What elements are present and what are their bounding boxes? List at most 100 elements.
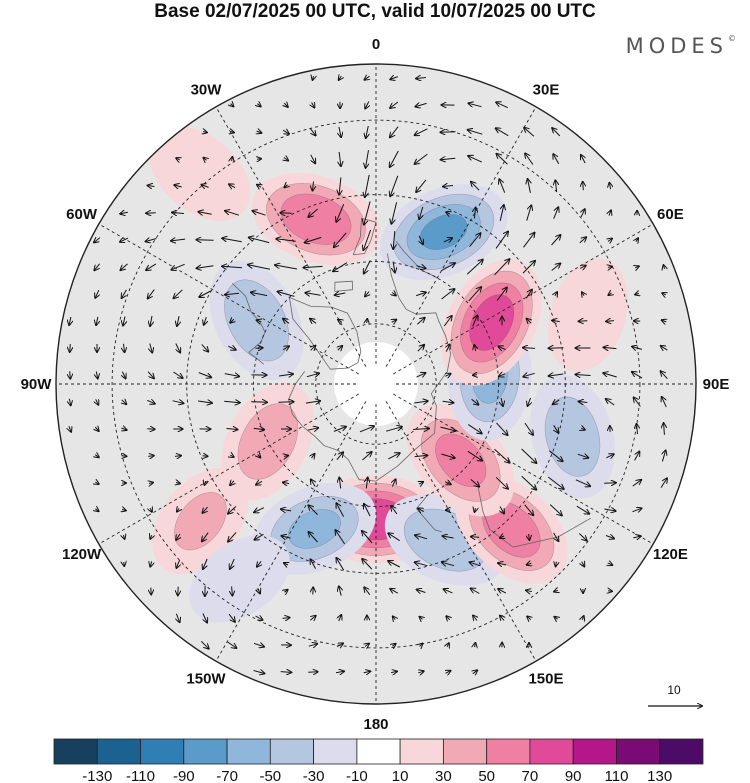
wind-vector (284, 456, 288, 457)
wind-vector (474, 345, 475, 352)
wind-vector (576, 375, 591, 376)
wind-vector (121, 263, 128, 270)
wind-vector (232, 586, 233, 596)
wind-vector (364, 260, 371, 274)
longitude-label: 60W (66, 206, 98, 223)
wind-vector (339, 478, 340, 489)
wind-vector (364, 504, 371, 517)
wind-vector (95, 427, 98, 431)
wind-vector (390, 589, 399, 593)
latitude-circle (315, 323, 437, 445)
meridian (98, 393, 359, 545)
wind-vector (496, 102, 509, 109)
colorbar-tick-label: -130 (82, 768, 112, 783)
wind-vector (311, 346, 316, 351)
wind-vector (362, 452, 371, 461)
wind-vector (303, 266, 323, 267)
wind-vector (496, 288, 507, 301)
wind-vector (547, 476, 563, 489)
wind-vector (336, 503, 345, 517)
wind-vector (608, 239, 612, 242)
wind-vector (388, 533, 400, 542)
wind-vector (200, 640, 208, 648)
wind-vector (632, 508, 642, 511)
wind-vector (282, 536, 291, 538)
wind-vector (120, 212, 128, 214)
wind-vector (473, 670, 477, 673)
wind-vector (634, 452, 640, 461)
wind-vector (549, 504, 562, 516)
map-boundary (55, 63, 697, 705)
meridian (385, 401, 537, 662)
wind-vector (69, 426, 71, 432)
wind-vector (198, 372, 211, 378)
wind-vector (176, 613, 179, 622)
wind-vector (475, 643, 476, 647)
wind-vector (338, 346, 342, 350)
wind-vector (388, 453, 399, 460)
wind-vector (662, 397, 667, 408)
wind-vector (552, 320, 560, 321)
wind-vector (553, 532, 559, 541)
colorbar-swatch (356, 738, 401, 765)
wind-vector (501, 397, 503, 406)
wind-vector (552, 128, 561, 137)
wind-vector (605, 536, 614, 539)
wind-vector (222, 266, 243, 267)
wind-vector (278, 402, 294, 403)
wind-vector (335, 530, 346, 545)
wind-vector (470, 562, 481, 566)
wind-vector (313, 181, 314, 191)
wind-vector (365, 101, 369, 109)
wind-vector (440, 426, 456, 431)
wind-vector (282, 346, 289, 350)
wind-vector (522, 261, 535, 274)
wind-vector (230, 481, 234, 485)
wind-vector (150, 343, 152, 353)
wind-vector (204, 481, 205, 485)
longitude-label: 30W (191, 82, 223, 99)
wind-vector (390, 126, 399, 138)
wind-vector (312, 103, 315, 108)
wind-vector (336, 452, 343, 461)
wind-vector (122, 400, 127, 404)
wind-vector (224, 374, 239, 377)
wind-vector (418, 671, 423, 673)
wind-vector (444, 482, 451, 485)
wind-vector (554, 425, 559, 432)
wind-vector (582, 562, 585, 567)
wind-vector (635, 266, 639, 268)
colorbar-tick-label: 10 (392, 768, 409, 783)
wind-vector (419, 235, 423, 244)
wind-vector (174, 185, 182, 187)
wind-vector (496, 128, 509, 137)
wind-vector (447, 643, 449, 647)
wind-vector (494, 259, 510, 276)
wind-vector (468, 130, 483, 135)
wind-vector (311, 480, 315, 487)
wind-vector (418, 508, 425, 511)
longitude-label: 60E (657, 206, 684, 223)
wind-vector (414, 401, 427, 403)
wind-vector (228, 613, 235, 622)
colorbar-swatch (486, 738, 531, 765)
brand-name: MODES (625, 34, 728, 58)
wind-vector (150, 315, 152, 326)
wind-vector (419, 482, 423, 484)
brand-mark: © (728, 34, 736, 43)
wind-vector (257, 320, 262, 322)
wind-vector (203, 558, 207, 569)
wind-vector (661, 346, 668, 350)
wind-vector (523, 348, 536, 349)
wind-vector (420, 644, 423, 647)
wind-vector (253, 211, 266, 216)
wind-vector (416, 266, 426, 269)
wind-vector (524, 422, 533, 435)
wind-vector (524, 504, 534, 515)
wind-vector (95, 509, 98, 511)
wind-vector (471, 398, 479, 404)
colorbar-tick-label: 90 (565, 768, 582, 783)
wind-vector (95, 482, 98, 484)
wind-vector (202, 532, 209, 542)
wind-vector (225, 211, 240, 216)
